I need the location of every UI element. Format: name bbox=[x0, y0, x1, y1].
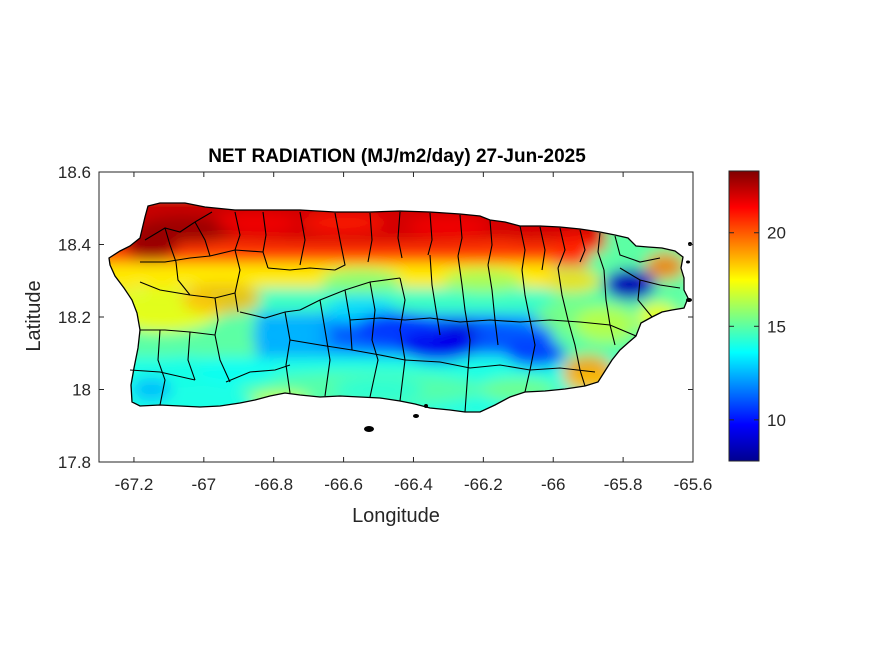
colorbar bbox=[728, 170, 760, 462]
municipality-boundary bbox=[427, 212, 433, 256]
municipality-boundary bbox=[349, 317, 431, 321]
municipality-boundary bbox=[262, 211, 269, 269]
municipality-boundary bbox=[140, 249, 264, 263]
y-axis: 17.8 18 18.2 18.4 18.6 bbox=[58, 163, 693, 472]
y-tick-label: 17.8 bbox=[58, 453, 91, 472]
municipality-boundary bbox=[457, 255, 471, 413]
y-tick-label: 18 bbox=[72, 381, 91, 400]
municipality-boundary bbox=[487, 219, 493, 266]
municipality-boundary bbox=[140, 329, 216, 336]
municipality-boundary bbox=[194, 221, 211, 257]
x-tick-label: -67.2 bbox=[115, 475, 154, 494]
x-tick-label: -66.8 bbox=[254, 475, 293, 494]
x-tick-label: -65.6 bbox=[674, 475, 713, 494]
x-axis: -67.2 -67 -66.8 -66.6 -66.4 -66.2 -66 -65.8 -65.… bbox=[115, 172, 713, 494]
islet bbox=[413, 414, 419, 418]
municipality-boundary bbox=[557, 227, 566, 269]
municipality-boundary bbox=[267, 267, 336, 271]
municipality-boundary bbox=[429, 317, 637, 337]
colorbar-tick-label: 10 bbox=[767, 411, 786, 430]
y-tick-label: 18.2 bbox=[58, 308, 91, 327]
colorbar-ticks: 10 15 20 bbox=[729, 224, 786, 430]
x-tick-label: -66.6 bbox=[324, 475, 363, 494]
municipality-boundary bbox=[234, 249, 241, 313]
municipality-boundary bbox=[597, 232, 605, 271]
islet bbox=[424, 404, 428, 408]
x-tick-label: -67 bbox=[192, 475, 217, 494]
municipality-boundary bbox=[369, 281, 379, 398]
islet bbox=[686, 298, 692, 302]
municipality-boundary bbox=[225, 364, 291, 383]
municipality-boundary bbox=[214, 297, 231, 383]
x-axis-label: Longitude bbox=[352, 505, 440, 527]
municipality-boundary bbox=[539, 226, 546, 271]
municipality-boundary bbox=[129, 369, 196, 381]
municipality-boundary bbox=[139, 281, 236, 299]
x-tick-label: -66 bbox=[541, 475, 566, 494]
colorbar-tick-label: 20 bbox=[767, 224, 786, 243]
colorbar-tick-label: 15 bbox=[767, 317, 786, 336]
municipality-boundary bbox=[457, 214, 463, 257]
municipality-boundary bbox=[521, 269, 536, 393]
municipality-boundary bbox=[557, 267, 586, 387]
chart-title: NET RADIATION (MJ/m2/day) 27-Jun-2025 bbox=[208, 146, 586, 167]
municipality-boundary bbox=[397, 211, 403, 259]
municipality-boundary bbox=[429, 254, 441, 336]
municipality-boundary bbox=[284, 311, 291, 394]
municipality-boundary bbox=[619, 267, 681, 289]
municipality-boundary bbox=[487, 264, 499, 346]
y-tick-label: 18.4 bbox=[58, 236, 91, 255]
x-tick-label: -65.8 bbox=[604, 475, 643, 494]
municipality-boundary bbox=[234, 211, 241, 251]
municipality-boundary bbox=[299, 211, 306, 266]
municipality-boundary bbox=[637, 279, 653, 318]
municipality-boundary bbox=[334, 212, 346, 271]
x-tick-label: -66.2 bbox=[464, 475, 503, 494]
municipality-boundary bbox=[239, 309, 301, 319]
municipality-boundary bbox=[187, 331, 196, 381]
islet bbox=[686, 260, 690, 264]
municipality-boundary bbox=[144, 211, 213, 241]
municipality-boundary bbox=[579, 229, 586, 263]
x-tick-label: -66.4 bbox=[394, 475, 433, 494]
municipality-boundary bbox=[519, 225, 526, 271]
municipality-boundaries bbox=[129, 211, 681, 413]
island-outline bbox=[108, 202, 689, 413]
y-axis-label: Latitude bbox=[23, 280, 45, 351]
municipality-boundary bbox=[404, 359, 596, 373]
municipality-boundary bbox=[164, 227, 191, 296]
municipality-boundary bbox=[603, 269, 616, 346]
municipality-boundary bbox=[319, 299, 331, 397]
islet bbox=[364, 426, 374, 432]
municipality-boundary bbox=[367, 212, 373, 263]
municipality-boundary bbox=[399, 277, 406, 402]
y-tick-label: 18.6 bbox=[58, 163, 91, 182]
municipality-boundary bbox=[157, 329, 166, 406]
municipality-boundary bbox=[289, 339, 406, 361]
municipality-boundary bbox=[614, 235, 661, 263]
